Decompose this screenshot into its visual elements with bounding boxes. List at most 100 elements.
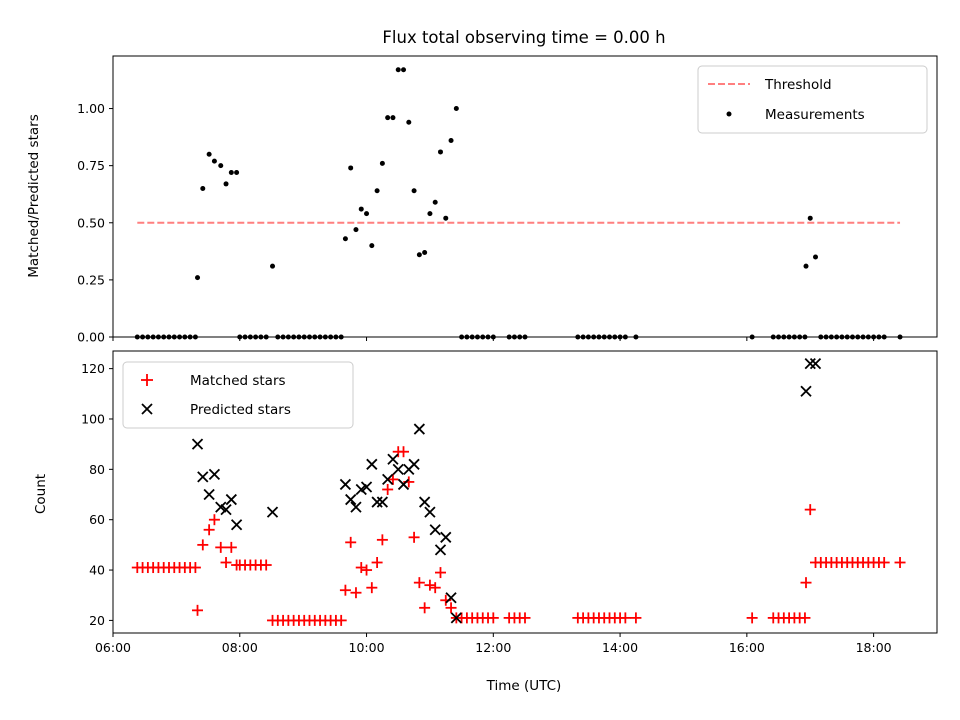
predicted-star-point [339,478,352,491]
measurement-point [807,215,813,221]
predicted-star-point [220,503,232,516]
measurement-point [803,263,809,269]
matched-star-point [398,446,410,458]
bottom-legend-box [122,361,354,429]
legend-measurements-marker-icon [726,111,732,117]
measurement-point [223,181,229,187]
matched-star-point [220,557,232,568]
bottom-x-tick-label: 16:00 [729,640,765,655]
matched-star-point [408,531,420,543]
bottom-y-tick-label: 60 [89,512,105,527]
predicted-star-point [360,481,373,493]
matched-star-point [429,582,441,594]
predicted-star-point [419,496,431,508]
matched-star-point [366,582,378,594]
matched-star-point [361,564,373,576]
top-y-tick-label: 0.25 [77,272,105,287]
matched-star-point [339,584,351,596]
predicted-star-point [429,524,441,536]
measurement-point [406,119,412,125]
top-legend: Threshold Measurements [697,65,928,134]
matched-star-point [519,612,531,624]
matched-star-point [619,612,631,624]
predicted-star-point [382,473,394,486]
measurement-point [416,252,422,258]
matched-star-point [413,577,425,589]
predicted-star-point [809,357,822,370]
matched-star-point [335,614,347,626]
measurement-point [369,243,375,249]
matched-star-point [424,579,436,591]
matched-star-point [746,612,758,624]
predicted-star-point [387,453,399,465]
matched-star-point [487,612,499,624]
predicted-star-point [350,501,362,513]
measurement-point [401,67,407,73]
bottom-x-axis-label: Time (UTC) [486,678,562,694]
predicted-star-point [225,493,237,506]
matched-star-point [215,541,227,553]
measurement-point [427,211,433,217]
bottom-y-tick-label: 100 [81,411,105,426]
predicted-star-point [366,458,378,470]
top-y-tick-label: 0.00 [77,330,105,345]
measurement-point [218,163,224,169]
predicted-star-point [445,592,457,604]
predicted-star-point [197,471,209,483]
legend-threshold-label: Threshold [764,77,832,93]
predicted-star-point [266,506,279,518]
matched-star-point [371,557,383,568]
bottom-x-tick-label: 18:00 [856,640,892,655]
bottom-y-tick-label: 120 [81,361,105,376]
bottom-plot-frame [112,350,938,634]
matched-star-point [434,567,446,579]
measurement-point [342,236,348,242]
matched-star-point [387,473,399,485]
predicted-star-point [230,519,243,531]
bottom-x-tick-label: 06:00 [95,640,131,655]
matched-star-point [350,587,362,599]
predicted-star-point [392,463,404,475]
top-plot-frame [112,55,938,338]
predicted-star-point [203,488,215,501]
measurement-point [395,67,401,73]
predicted-star-point [424,506,436,518]
measurement-point [234,170,240,176]
legend-predicted-label: Predicted stars [190,402,291,418]
top-plot-panel: Flux total observing time = 0.00 h Match… [26,28,938,345]
bottom-x-tick-label: 10:00 [349,640,385,655]
matched-star-point [419,602,431,614]
legend-predicted-marker-icon [141,403,153,415]
matched-star-point [894,557,906,568]
measurement-point [358,206,364,212]
matched-star-point [192,604,204,616]
bottom-y-tick-label: 20 [89,613,105,628]
top-y-axis-label: Matched/Predicted stars [26,114,42,277]
legend-measurements-label: Measurements [765,107,865,123]
matched-star-point [804,504,816,516]
matched-star-point [208,514,220,526]
measurement-point [390,115,396,121]
bottom-plot-panel: Count Time (UTC) 20 40 60 80 100 120 06:00 08:0… [33,350,938,694]
bottom-x-tick-label: 14:00 [602,640,638,655]
matched-star-point [345,536,357,548]
matched-star-point [630,612,642,624]
bottom-x-tick-label: 12:00 [475,640,511,655]
measurement-point [364,211,370,217]
measurement-point [228,170,234,176]
bottom-y-axis-label: Count [33,474,49,514]
predicted-star-point [408,458,420,470]
bottom-legend: Matched stars Predicted stars [122,361,354,429]
measurement-point [206,151,212,157]
matched-star-point [799,612,811,624]
predicted-star-point [208,468,221,481]
measurement-point [813,254,819,260]
measurement-point [211,158,217,164]
measurement-point [422,249,428,255]
matched-star-point [878,557,890,568]
measurement-point [374,188,380,194]
predicted-star-point [800,385,812,397]
matched-star-point [382,483,394,495]
top-plot-area: 0.00 0.25 0.50 0.75 1.00 [77,67,903,345]
